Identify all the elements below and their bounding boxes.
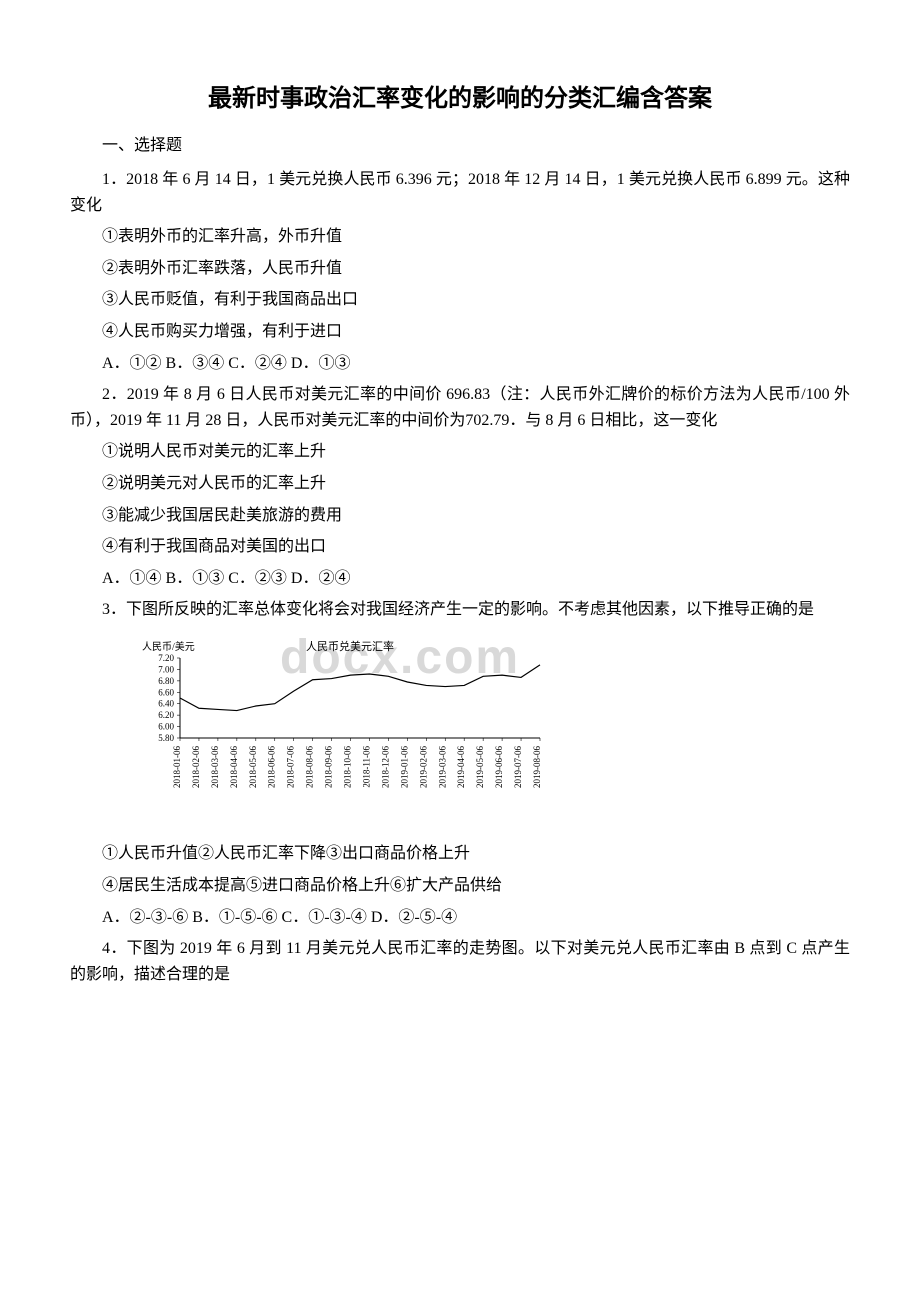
svg-text:2018-03-06: 2018-03-06 (210, 745, 220, 787)
svg-text:2018-02-06: 2018-02-06 (191, 745, 201, 787)
svg-text:5.80: 5.80 (158, 733, 174, 743)
svg-text:2018-07-06: 2018-07-06 (286, 745, 296, 787)
svg-text:6.20: 6.20 (158, 710, 174, 720)
svg-text:2018-12-06: 2018-12-06 (380, 745, 390, 787)
svg-text:2018-09-06: 2018-09-06 (324, 745, 334, 787)
svg-text:2019-05-06: 2019-05-06 (475, 745, 485, 787)
svg-text:2019-04-06: 2019-04-06 (456, 745, 466, 787)
svg-text:6.60: 6.60 (158, 687, 174, 697)
svg-text:2018-06-06: 2018-06-06 (267, 745, 277, 787)
svg-text:人民币/美元: 人民币/美元 (142, 640, 195, 653)
q2-opt4: ④有利于我国商品对美国的出口 (70, 534, 850, 560)
q1-opt3: ③人民币贬值，有利于我国商品出口 (70, 287, 850, 313)
svg-text:7.20: 7.20 (158, 653, 174, 663)
q1-opt1: ①表明外币的汇率升高，外币升值 (70, 224, 850, 250)
chart-svg: 人民币/美元 人民币兑美元汇率 7.207.00 6.806.60 6.406.206.… (140, 638, 560, 818)
svg-text:2019-08-06: 2019-08-06 (532, 745, 542, 787)
svg-text:6.40: 6.40 (158, 699, 174, 709)
q3-opts-line2: ④居民生活成本提高⑤进口商品价格上升⑥扩大产品供给 (70, 873, 850, 899)
svg-text:2018-10-06: 2018-10-06 (343, 745, 353, 787)
q1-choices: A．①② B．③④ C．②④ D．①③ (70, 351, 850, 377)
section-heading: 一、选择题 (70, 133, 850, 159)
svg-text:6.80: 6.80 (158, 676, 174, 686)
q2-opt1: ①说明人民币对美元的汇率上升 (70, 439, 850, 465)
svg-text:6.00: 6.00 (158, 721, 174, 731)
svg-text:人民币兑美元汇率: 人民币兑美元汇率 (306, 639, 394, 653)
q2-opt2: ②说明美元对人民币的汇率上升 (70, 471, 850, 497)
svg-text:2018-08-06: 2018-08-06 (305, 745, 315, 787)
q1-opt2: ②表明外币汇率跌落，人民币升值 (70, 256, 850, 282)
q3-opts-line1: ①人民币升值②人民币汇率下降③出口商品价格上升 (70, 841, 850, 867)
q3-choices: A．②-③-⑥ B．①-⑤-⑥ C．①-③-④ D．②-⑤-④ (70, 905, 850, 931)
svg-text:2019-03-06: 2019-03-06 (437, 745, 447, 787)
svg-text:2019-01-06: 2019-01-06 (399, 745, 409, 787)
svg-text:2019-07-06: 2019-07-06 (513, 745, 523, 787)
page-title: 最新时事政治汇率变化的影响的分类汇编含答案 (70, 80, 850, 118)
svg-text:2018-11-06: 2018-11-06 (361, 745, 371, 787)
q2-opt3: ③能减少我国居民赴美旅游的费用 (70, 503, 850, 529)
q3-stem: 3．下图所反映的汇率总体变化将会对我国经济产生一定的影响。不考虑其他因素，以下推… (70, 597, 850, 623)
q2-choices: A．①④ B．①③ C．②③ D．②④ (70, 566, 850, 592)
svg-text:2019-02-06: 2019-02-06 (418, 745, 428, 787)
exchange-rate-chart: 人民币/美元 人民币兑美元汇率 7.207.00 6.806.60 6.406.206.… (140, 638, 850, 827)
svg-text:2018-04-06: 2018-04-06 (229, 745, 239, 787)
svg-text:2018-05-06: 2018-05-06 (248, 745, 258, 787)
q1-opt4: ④人民币购买力增强，有利于进口 (70, 319, 850, 345)
q4-stem: 4．下图为 2019 年 6 月到 11 月美元兑人民币汇率的走势图。以下对美元… (70, 936, 850, 987)
svg-text:2018-01-06: 2018-01-06 (172, 745, 182, 787)
q1-stem: 1．2018 年 6 月 14 日，1 美元兑换人民币 6.396 元；2018… (70, 167, 850, 218)
q2-stem: 2．2019 年 8 月 6 日人民币对美元汇率的中间价 696.83（注：人民… (70, 382, 850, 433)
svg-text:7.00: 7.00 (158, 664, 174, 674)
svg-text:2019-06-06: 2019-06-06 (494, 745, 504, 787)
